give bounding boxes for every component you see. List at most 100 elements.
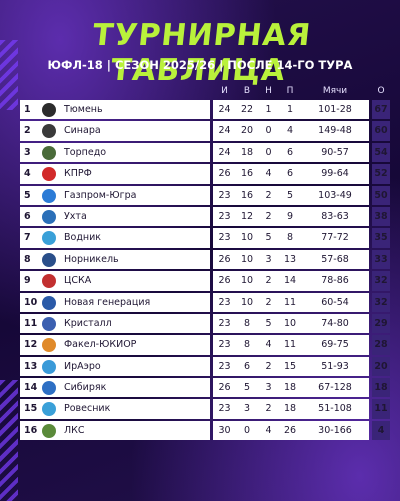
games-cell: 26: [213, 271, 236, 291]
team-logo-icon: [42, 295, 56, 310]
page-title: Турнирная таблица: [90, 18, 313, 88]
header-draws: Н: [265, 86, 272, 96]
games-cell: 24: [213, 100, 236, 120]
goals-cell: 78-86: [301, 271, 369, 291]
team-name-cell: Факел-ЮКИОР: [38, 335, 210, 355]
losses-cell: 15: [279, 356, 301, 377]
table-row: 13 ИрАэро 23 6 2 15 51-93 20: [20, 356, 390, 377]
table-row: 15 Ровесник 23 3 2 18 51-108 11: [20, 399, 390, 419]
points-cell: 18: [372, 378, 390, 398]
position-cell: 8: [20, 249, 38, 270]
games-cell: 23: [213, 228, 236, 248]
table-row: 11 Кристалл 23 8 5 10 74-80 29: [20, 313, 390, 334]
goals-cell: 149-48: [301, 121, 369, 141]
points-cell: 38: [372, 206, 390, 227]
table-row: 14 Сибиряк 26 5 3 18 67-128 18: [20, 378, 390, 398]
goals-cell: 30-166: [301, 420, 369, 441]
wins-cell: 5: [236, 378, 258, 398]
goals-cell: 77-72: [301, 228, 369, 248]
losses-cell: 18: [279, 378, 301, 398]
wins-cell: 0: [236, 420, 258, 441]
losses-cell: 11: [279, 292, 301, 312]
goals-cell: 57-68: [301, 249, 369, 270]
games-cell: 26: [213, 164, 236, 184]
team-name-cell: Норникель: [38, 249, 210, 270]
position-cell: 2: [20, 121, 38, 141]
team-logo-icon: [42, 145, 56, 160]
team-logo-icon: [42, 381, 56, 396]
wins-cell: 10: [236, 292, 258, 312]
draws-cell: 3: [258, 249, 279, 270]
draws-cell: 4: [258, 164, 279, 184]
table-row: 8 Норникель 26 10 3 13 57-68 33: [20, 249, 390, 270]
losses-cell: 14: [279, 271, 301, 291]
header-games: И: [221, 86, 228, 96]
goals-cell: 69-75: [301, 335, 369, 355]
goals-cell: 101-28: [301, 100, 369, 120]
points-cell: 20: [372, 356, 390, 377]
position-cell: 15: [20, 399, 38, 419]
draws-cell: 1: [258, 100, 279, 120]
losses-cell: 6: [279, 164, 301, 184]
draws-cell: 2: [258, 185, 279, 205]
losses-cell: 11: [279, 335, 301, 355]
goals-cell: 60-54: [301, 292, 369, 312]
wins-cell: 6: [236, 356, 258, 377]
points-cell: 50: [372, 185, 390, 205]
games-cell: 24: [213, 121, 236, 141]
position-cell: 9: [20, 271, 38, 291]
decor-stripes-top: [0, 40, 18, 110]
goals-cell: 51-108: [301, 399, 369, 419]
goals-cell: 103-49: [301, 185, 369, 205]
games-cell: 26: [213, 249, 236, 270]
team-name-cell: ЛКС: [38, 420, 210, 441]
points-cell: 60: [372, 121, 390, 141]
points-cell: 28: [372, 335, 390, 355]
losses-cell: 6: [279, 142, 301, 163]
goals-cell: 74-80: [301, 313, 369, 334]
draws-cell: 0: [258, 142, 279, 163]
losses-cell: 13: [279, 249, 301, 270]
position-cell: 13: [20, 356, 38, 377]
draws-cell: 2: [258, 206, 279, 227]
draws-cell: 3: [258, 378, 279, 398]
points-cell: 54: [372, 142, 390, 163]
wins-cell: 10: [236, 228, 258, 248]
table-row: 2 Синара 24 20 0 4 149-48 60: [20, 121, 390, 141]
position-cell: 10: [20, 292, 38, 312]
header-points: О: [377, 86, 385, 96]
goals-cell: 67-128: [301, 378, 369, 398]
games-cell: 23: [213, 206, 236, 227]
table-row: 10 Новая генерация 23 10 2 11 60-54 32: [20, 292, 390, 312]
wins-cell: 3: [236, 399, 258, 419]
team-logo-icon: [42, 316, 56, 331]
games-cell: 23: [213, 313, 236, 334]
table-row: 12 Факел-ЮКИОР 23 8 4 11 69-75 28: [20, 335, 390, 355]
losses-cell: 10: [279, 313, 301, 334]
team-logo-icon: [42, 231, 56, 246]
points-cell: 29: [372, 313, 390, 334]
games-cell: 23: [213, 399, 236, 419]
wins-cell: 16: [236, 185, 258, 205]
team-name-cell: ЦСКА: [38, 271, 210, 291]
games-cell: 26: [213, 378, 236, 398]
wins-cell: 8: [236, 335, 258, 355]
wins-cell: 22: [236, 100, 258, 120]
draws-cell: 0: [258, 121, 279, 141]
games-cell: 24: [213, 142, 236, 163]
position-cell: 5: [20, 185, 38, 205]
draws-cell: 5: [258, 228, 279, 248]
decor-stripes-bottom: [0, 380, 18, 501]
team-name-cell: Кристалл: [38, 313, 210, 334]
losses-cell: 26: [279, 420, 301, 441]
team-logo-icon: [42, 209, 56, 224]
wins-cell: 8: [236, 313, 258, 334]
losses-cell: 18: [279, 399, 301, 419]
position-cell: 14: [20, 378, 38, 398]
losses-cell: 1: [279, 100, 301, 120]
losses-cell: 8: [279, 228, 301, 248]
table-row: 1 Тюмень 24 22 1 1 101-28 67: [20, 100, 390, 120]
games-cell: 23: [213, 335, 236, 355]
header-losses: П: [286, 86, 294, 96]
position-cell: 16: [20, 420, 38, 441]
